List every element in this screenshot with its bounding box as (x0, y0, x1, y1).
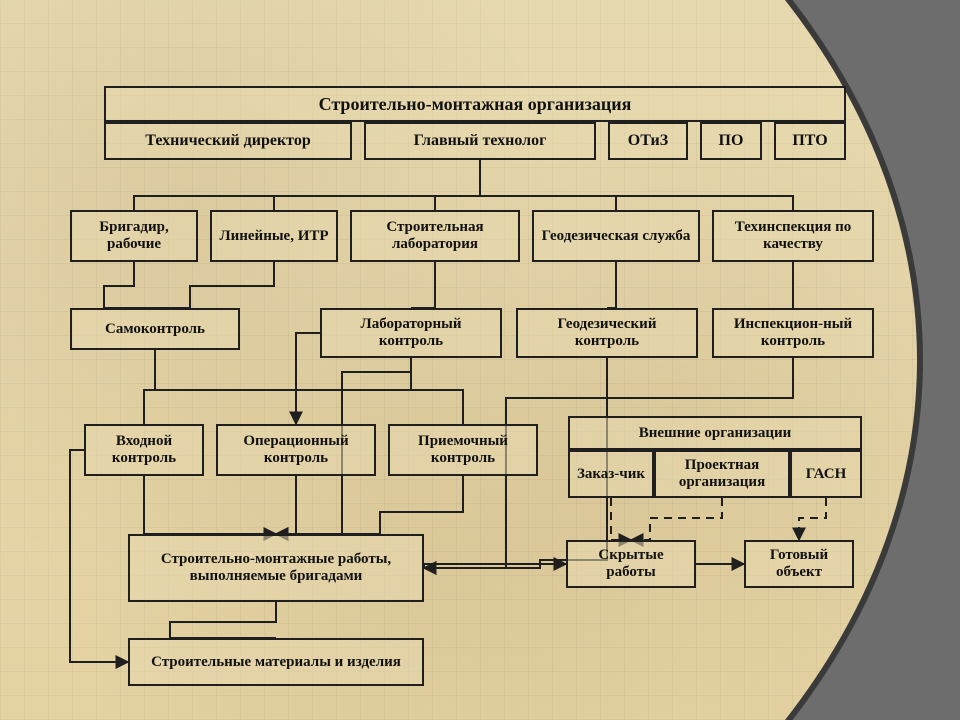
node-proj: Проектная организация (654, 450, 790, 498)
node-priem: Приемочный контроль (388, 424, 538, 476)
node-smr: Строительно-монтажные работы, выполняемы… (128, 534, 424, 602)
node-gasn: ГАСН (790, 450, 862, 498)
node-org: Строительно-монтажная организация (104, 86, 846, 122)
node-ext: Внешние организации (568, 416, 862, 450)
node-technol: Главный технолог (364, 122, 596, 160)
node-geok: Геодезический контроль (516, 308, 698, 358)
node-brigadir: Бригадир, рабочие (70, 210, 198, 262)
node-self: Самоконтроль (70, 308, 240, 350)
node-geo: Геодезическая служба (532, 210, 700, 262)
node-po: ПО (700, 122, 762, 160)
node-labk: Лабораторный контроль (320, 308, 502, 358)
node-vhod: Входной контроль (84, 424, 204, 476)
node-insp: Техинспекция по качеству (712, 210, 874, 262)
node-ready: Готовый объект (744, 540, 854, 588)
node-zak: Заказ-чик (568, 450, 654, 498)
node-pto: ПТО (774, 122, 846, 160)
node-techdir: Технический директор (104, 122, 352, 160)
node-otiz: ОТиЗ (608, 122, 688, 160)
node-itr: Линейные, ИТР (210, 210, 338, 262)
node-mat: Строительные материалы и изделия (128, 638, 424, 686)
node-inspk: Инспекцион-ный контроль (712, 308, 874, 358)
node-oper: Операционный контроль (216, 424, 376, 476)
node-hidden: Скрытые работы (566, 540, 696, 588)
node-lab: Строительная лаборатория (350, 210, 520, 262)
